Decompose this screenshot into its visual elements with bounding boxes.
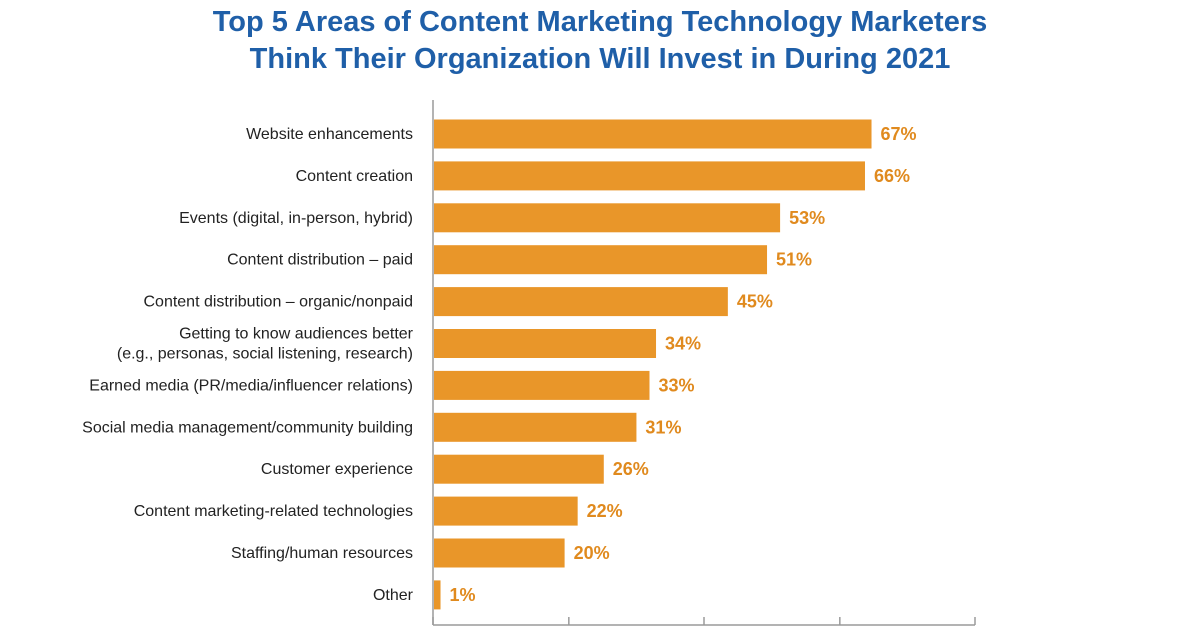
bar-value-label: 34% bbox=[665, 334, 701, 354]
category-label-line: Content marketing-related technologies bbox=[134, 503, 413, 520]
bar-value-label: 26% bbox=[613, 459, 649, 479]
category-label: Staffing/human resources bbox=[231, 545, 413, 562]
category-label: Content marketing-related technologies bbox=[134, 503, 413, 520]
category-label-line: Content distribution – paid bbox=[227, 252, 413, 269]
bar bbox=[434, 412, 637, 442]
category-label-line: Social media management/community buildi… bbox=[82, 419, 413, 436]
category-label-line: (e.g., personas, social listening, resea… bbox=[117, 346, 413, 363]
category-label: Customer experience bbox=[261, 461, 413, 478]
category-label-line: Website enhancements bbox=[246, 126, 413, 143]
bar-value-label: 1% bbox=[450, 585, 476, 605]
category-label-line: Staffing/human resources bbox=[231, 545, 413, 562]
chart-title-line-2: Think Their Organization Will Invest in … bbox=[249, 43, 951, 75]
bar-value-label: 53% bbox=[789, 208, 825, 228]
bar bbox=[434, 580, 441, 610]
category-label: Earned media (PR/media/influencer relati… bbox=[89, 377, 413, 394]
bar bbox=[434, 203, 781, 233]
bar bbox=[434, 370, 650, 400]
chart-title-line-1: Top 5 Areas of Content Marketing Technol… bbox=[212, 6, 988, 38]
bar bbox=[434, 119, 872, 149]
category-label: Website enhancements bbox=[246, 126, 413, 143]
category-label-line: Getting to know audiences better bbox=[179, 326, 414, 343]
bar-value-label: 31% bbox=[645, 417, 681, 437]
bar bbox=[434, 245, 768, 275]
category-label-line: Content distribution – organic/nonpaid bbox=[143, 294, 413, 311]
bar bbox=[434, 161, 865, 191]
category-label-line: Other bbox=[373, 587, 414, 604]
category-label: Content distribution – organic/nonpaid bbox=[143, 294, 413, 311]
bar bbox=[434, 496, 578, 526]
bar-value-label: 51% bbox=[776, 250, 812, 270]
category-label-line: Events (digital, in-person, hybrid) bbox=[179, 210, 413, 227]
category-label: Content creation bbox=[296, 168, 413, 185]
category-label: Social media management/community buildi… bbox=[82, 419, 413, 436]
bar-value-label: 66% bbox=[874, 166, 910, 186]
bar-value-label: 33% bbox=[658, 375, 694, 395]
category-label-line: Earned media (PR/media/influencer relati… bbox=[89, 377, 413, 394]
bar-value-label: 22% bbox=[587, 501, 623, 521]
bar-value-label: 67% bbox=[881, 124, 917, 144]
category-label: Content distribution – paid bbox=[227, 252, 413, 269]
bar bbox=[434, 538, 565, 568]
bar-value-label: 45% bbox=[737, 292, 773, 312]
category-label: Events (digital, in-person, hybrid) bbox=[179, 210, 413, 227]
category-label-line: Content creation bbox=[296, 168, 413, 185]
bar bbox=[434, 287, 728, 317]
category-label: Other bbox=[373, 587, 414, 604]
bar bbox=[434, 329, 657, 358]
category-label: Getting to know audiences better (e.g., p… bbox=[117, 326, 414, 363]
bar-value-label: 20% bbox=[574, 543, 610, 563]
bar bbox=[434, 454, 604, 484]
category-label-line: Customer experience bbox=[261, 461, 413, 478]
chart-title: Top 5 Areas of Content Marketing Technol… bbox=[0, 4, 1200, 78]
